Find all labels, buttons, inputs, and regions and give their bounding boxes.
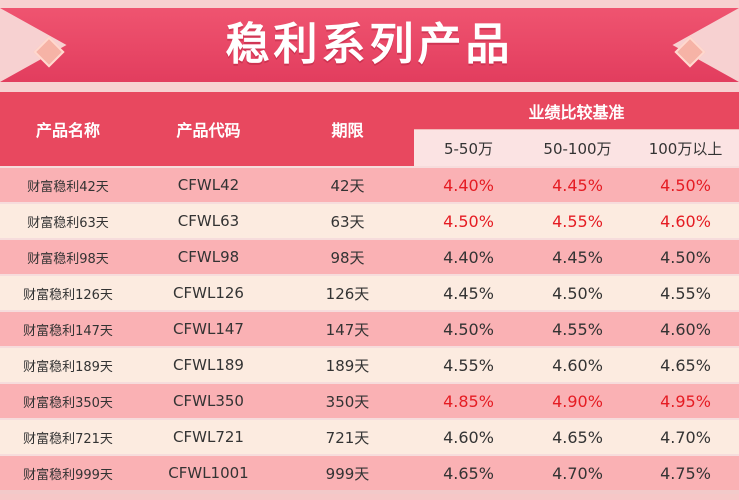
cell-term: 999天 [281, 454, 414, 490]
header-product-code: 产品代码 [136, 92, 281, 167]
cell-product-name: 财富稳利147天 [0, 310, 136, 347]
cell-product-code: CFWL126 [136, 274, 281, 311]
cell-rate-tier-2: 4.45% [523, 166, 632, 203]
cell-rate-tier-2: 4.50% [523, 274, 632, 311]
cell-product-code: CFWL1001 [136, 454, 281, 490]
table-row: 财富稳利189天 CFWL189 189天 4.55% 4.60% 4.65% [0, 346, 739, 383]
cell-product-name: 财富稳利42天 [0, 166, 136, 203]
cell-term: 721天 [281, 418, 414, 455]
cell-rate-tier-3: 4.50% [632, 238, 739, 275]
ribbon-shape [0, 8, 739, 82]
cell-rate-tier-2: 4.90% [523, 382, 632, 419]
cell-product-code: CFWL42 [136, 166, 281, 203]
header-tier-3: 100万以上 [632, 129, 739, 167]
cell-rate-tier-1: 4.50% [414, 202, 523, 239]
cell-rate-tier-1: 4.50% [414, 310, 523, 347]
cell-rate-tier-2: 4.55% [523, 202, 632, 239]
header-benchmark: 业绩比较基准 [414, 92, 739, 130]
cell-term: 42天 [281, 166, 414, 203]
cell-rate-tier-1: 4.40% [414, 238, 523, 275]
header-tier-2: 50-100万 [523, 129, 632, 167]
page-title: 稳利系列产品 [225, 19, 514, 70]
table-row: 财富稳利126天 CFWL126 126天 4.45% 4.50% 4.55% [0, 274, 739, 311]
cell-product-code: CFWL147 [136, 310, 281, 347]
cell-term: 63天 [281, 202, 414, 239]
product-rows: 财富稳利42天 CFWL42 42天 4.40% 4.45% 4.50% 财富稳利63天 CF… [0, 166, 739, 490]
product-table: 产品名称 产品代码 期限 业绩比较基准 5-50万 50-100万 100万以上… [0, 92, 739, 490]
header-term: 期限 [281, 92, 414, 167]
cell-product-name: 财富稳利189天 [0, 346, 136, 383]
cell-product-code: CFWL350 [136, 382, 281, 419]
cell-rate-tier-1: 4.55% [414, 346, 523, 383]
table-row: 财富稳利350天 CFWL350 350天 4.85% 4.90% 4.95% [0, 382, 739, 419]
cell-product-code: CFWL189 [136, 346, 281, 383]
cell-product-name: 财富稳利350天 [0, 382, 136, 419]
cell-rate-tier-3: 4.60% [632, 202, 739, 239]
cell-rate-tier-3: 4.50% [632, 166, 739, 203]
table-row: 财富稳利721天 CFWL721 721天 4.60% 4.65% 4.70% [0, 418, 739, 455]
cell-rate-tier-3: 4.95% [632, 382, 739, 419]
cell-rate-tier-3: 4.75% [632, 454, 739, 490]
cell-rate-tier-1: 4.65% [414, 454, 523, 490]
cell-product-name: 财富稳利63天 [0, 202, 136, 239]
cell-term: 189天 [281, 346, 414, 383]
bottom-bar [0, 494, 739, 500]
cell-rate-tier-3: 4.60% [632, 310, 739, 347]
table-row: 财富稳利98天 CFWL98 98天 4.40% 4.45% 4.50% [0, 238, 739, 275]
cell-rate-tier-1: 4.40% [414, 166, 523, 203]
title-banner: 稳利系列产品 [0, 0, 739, 92]
cell-product-code: CFWL98 [136, 238, 281, 275]
cell-rate-tier-2: 4.45% [523, 238, 632, 275]
cell-rate-tier-2: 4.55% [523, 310, 632, 347]
cell-rate-tier-3: 4.65% [632, 346, 739, 383]
cell-rate-tier-3: 4.55% [632, 274, 739, 311]
cell-rate-tier-3: 4.70% [632, 418, 739, 455]
cell-rate-tier-1: 4.85% [414, 382, 523, 419]
cell-term: 350天 [281, 382, 414, 419]
table-row: 财富稳利999天 CFWL1001 999天 4.65% 4.70% 4.75% [0, 454, 739, 490]
cell-product-name: 财富稳利126天 [0, 274, 136, 311]
header-tier-1: 5-50万 [414, 129, 523, 167]
header-product-name: 产品名称 [0, 92, 136, 167]
cell-product-name: 财富稳利999天 [0, 454, 136, 490]
table-row: 财富稳利147天 CFWL147 147天 4.50% 4.55% 4.60% [0, 310, 739, 347]
cell-term: 147天 [281, 310, 414, 347]
product-table-wrapper: 产品名称 产品代码 期限 业绩比较基准 5-50万 50-100万 100万以上… [0, 92, 739, 500]
cell-rate-tier-1: 4.60% [414, 418, 523, 455]
table-row: 财富稳利42天 CFWL42 42天 4.40% 4.45% 4.50% [0, 166, 739, 203]
cell-term: 98天 [281, 238, 414, 275]
cell-product-code: CFWL721 [136, 418, 281, 455]
cell-rate-tier-2: 4.70% [523, 454, 632, 490]
cell-product-name: 财富稳利98天 [0, 238, 136, 275]
cell-product-code: CFWL63 [136, 202, 281, 239]
cell-term: 126天 [281, 274, 414, 311]
cell-rate-tier-2: 4.60% [523, 346, 632, 383]
table-row: 财富稳利63天 CFWL63 63天 4.50% 4.55% 4.60% [0, 202, 739, 239]
cell-rate-tier-1: 4.45% [414, 274, 523, 311]
cell-rate-tier-2: 4.65% [523, 418, 632, 455]
cell-product-name: 财富稳利721天 [0, 418, 136, 455]
